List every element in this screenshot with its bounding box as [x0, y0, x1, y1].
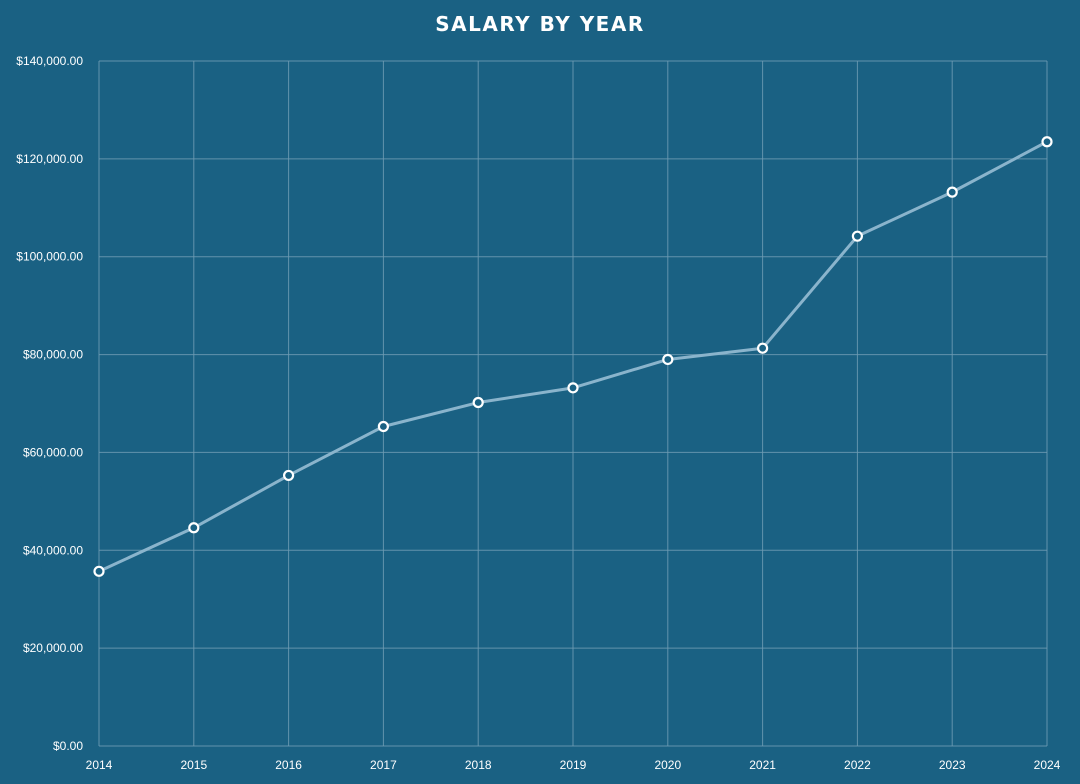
y-tick-label: $80,000.00 — [23, 348, 83, 362]
y-tick-label: $100,000.00 — [16, 250, 83, 264]
x-tick-label: 2014 — [86, 758, 113, 772]
grid — [98, 60, 1048, 747]
y-axis-ticks: $0.00 $20,000.00 $40,000.00 $60,000.00 $80,0… — [16, 54, 83, 753]
data-point-marker[interactable] — [283, 469, 295, 482]
chart-title: SALARY BY YEAR — [435, 12, 645, 36]
data-points — [93, 136, 1053, 577]
data-point-marker[interactable] — [662, 353, 674, 366]
x-tick-label: 2017 — [370, 758, 397, 772]
x-tick-label: 2018 — [465, 758, 492, 772]
data-point-marker[interactable] — [946, 186, 958, 198]
data-point-marker[interactable] — [567, 382, 579, 394]
data-point-marker[interactable] — [851, 230, 864, 242]
x-tick-label: 2022 — [844, 758, 871, 772]
x-tick-label: 2019 — [560, 758, 587, 772]
data-point-marker[interactable] — [756, 342, 769, 354]
data-point-marker[interactable] — [472, 396, 484, 409]
x-tick-label: 2020 — [654, 758, 681, 772]
y-tick-label: $120,000.00 — [16, 152, 83, 166]
x-tick-label: 2015 — [180, 758, 207, 772]
y-tick-label: $20,000.00 — [23, 641, 83, 655]
y-tick-label: $0.00 — [53, 739, 83, 753]
x-tick-label: 2016 — [275, 758, 302, 772]
x-axis-ticks: 2014 2015 2016 2017 2018 2019 2020 2021 2022 2023… — [86, 758, 1061, 772]
data-point-marker[interactable] — [188, 522, 200, 534]
data-point-marker[interactable] — [93, 565, 105, 577]
y-tick-label: $60,000.00 — [23, 445, 83, 459]
data-point-marker[interactable] — [377, 420, 389, 433]
x-tick-label: 2021 — [749, 758, 776, 772]
x-tick-label: 2023 — [939, 758, 966, 772]
data-point-marker[interactable] — [1041, 136, 1053, 148]
y-tick-label: $40,000.00 — [23, 543, 83, 557]
x-tick-label: 2024 — [1034, 758, 1061, 772]
y-tick-label: $140,000.00 — [16, 54, 83, 68]
